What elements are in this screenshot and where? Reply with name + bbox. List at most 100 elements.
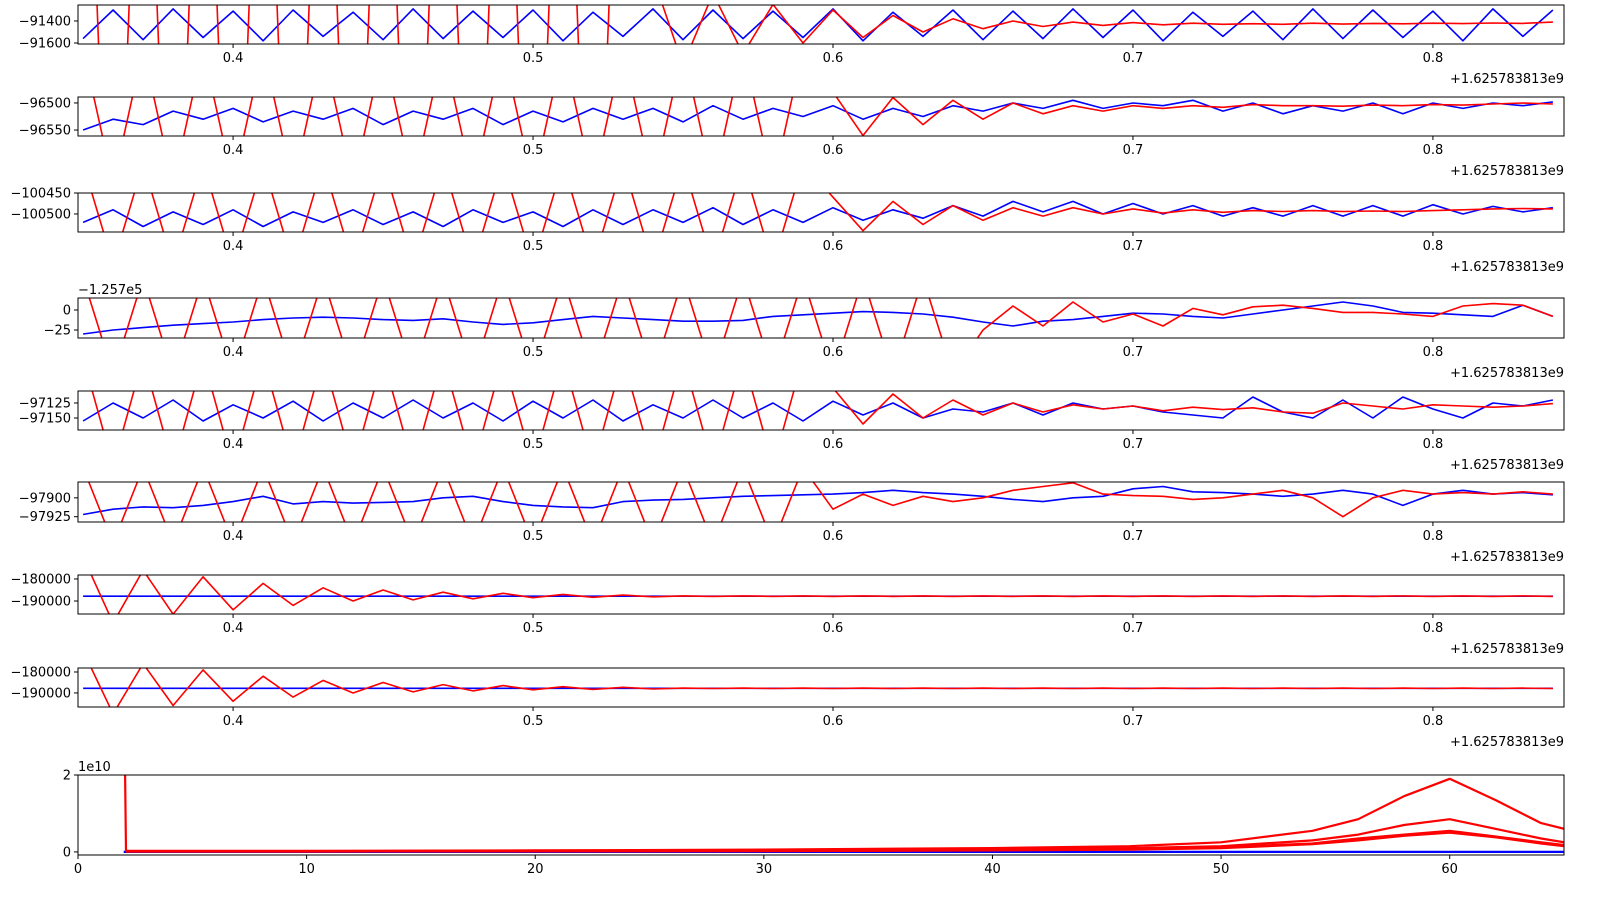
x-tick-label: 0.6	[823, 143, 844, 158]
series-line	[126, 831, 1564, 853]
x-tick-label: 0.4	[223, 437, 244, 452]
axes-frame	[77, 574, 1565, 615]
x-offset-label: +1.625783813e9	[1450, 260, 1564, 275]
x-tick-label: 10	[298, 862, 315, 877]
plot-area	[82, 97, 1554, 136]
x-tick-label: 0.6	[823, 51, 844, 66]
plot-area	[83, 668, 1553, 707]
y-tick-label: −180000	[10, 665, 71, 680]
x-tick-label: 0.4	[223, 621, 244, 636]
x-tick-label: 0.7	[1123, 143, 1144, 158]
series-line	[82, 200, 1554, 228]
x-offset-label: +1.625783813e9	[1450, 735, 1564, 750]
x-tick-label: 0.6	[823, 345, 844, 360]
y-tick-label: −190000	[10, 686, 71, 701]
series-line	[82, 485, 1553, 516]
plot-area	[123, 775, 1564, 853]
y-tick-label: −97150	[19, 412, 71, 427]
x-tick-label: 0.8	[1423, 621, 1444, 636]
x-offset-label: +1.625783813e9	[1450, 164, 1564, 179]
x-tick-label: 0.5	[523, 529, 544, 544]
x-tick-label: 0.5	[523, 437, 544, 452]
y-tick-label: −25	[44, 324, 71, 339]
x-tick-label: 20	[527, 862, 544, 877]
y-offset-label: 1e10	[78, 760, 111, 775]
x-tick-label: 0.5	[523, 143, 544, 158]
series-line	[90, 668, 1553, 707]
x-offset-label: +1.625783813e9	[1450, 72, 1564, 87]
x-tick-label: 0.7	[1123, 714, 1144, 729]
x-tick-label: 0.6	[823, 437, 844, 452]
x-tick-label: 30	[756, 862, 773, 877]
y-tick-label: −100450	[10, 187, 71, 202]
y-tick-label: −97900	[19, 491, 71, 506]
x-tick-label: 0.5	[523, 714, 544, 729]
x-tick-label: 0.5	[523, 51, 544, 66]
x-tick-label: 0.7	[1123, 51, 1144, 66]
x-tick-label: 50	[1213, 862, 1230, 877]
x-tick-label: 0.6	[823, 714, 844, 729]
x-tick-label: 0.7	[1123, 239, 1144, 254]
series-line	[90, 575, 1553, 614]
plot-area	[82, 482, 1553, 522]
x-tick-label: 0.4	[223, 51, 244, 66]
axes-frame	[77, 4, 1565, 45]
y-tick-label: −96550	[19, 124, 71, 139]
series-line	[91, 391, 1553, 430]
x-tick-label: 0.8	[1423, 239, 1444, 254]
series-line	[82, 99, 1554, 131]
plot-area	[82, 298, 1554, 338]
y-tick-label: 2	[63, 769, 71, 784]
x-tick-label: 0.7	[1123, 529, 1144, 544]
x-offset-label: +1.625783813e9	[1450, 366, 1564, 381]
x-offset-label: +1.625783813e9	[1450, 550, 1564, 565]
axes-frame	[77, 297, 1565, 339]
x-tick-label: 0.4	[223, 345, 244, 360]
x-tick-label: 0.4	[223, 714, 244, 729]
y-tick-label: −97125	[19, 397, 71, 412]
x-tick-label: 0.7	[1123, 621, 1144, 636]
x-offset-label: +1.625783813e9	[1450, 458, 1564, 473]
series-line	[87, 482, 1553, 522]
series-line	[82, 396, 1554, 422]
x-tick-label: 0.7	[1123, 437, 1144, 452]
x-tick-label: 0.4	[223, 529, 244, 544]
x-tick-label: 0.6	[823, 621, 844, 636]
x-tick-label: 0	[74, 862, 82, 877]
y-tick-label: −91400	[19, 14, 71, 29]
x-offset-label: +1.625783813e9	[1450, 642, 1564, 657]
x-tick-label: 0.5	[523, 621, 544, 636]
x-tick-label: 0.8	[1423, 143, 1444, 158]
x-tick-label: 0.8	[1423, 345, 1444, 360]
y-tick-label: −91600	[19, 37, 71, 52]
axes-frame	[77, 390, 1565, 431]
series-line	[92, 97, 1553, 136]
x-tick-label: 0.7	[1123, 345, 1144, 360]
x-tick-label: 0.5	[523, 345, 544, 360]
y-tick-label: −180000	[10, 572, 71, 587]
y-tick-label: −97925	[19, 510, 71, 525]
plot-area	[83, 575, 1553, 614]
series-line	[88, 298, 1554, 338]
y-tick-label: −100500	[10, 207, 71, 222]
series-line	[91, 193, 1553, 232]
axes-frame	[77, 774, 1565, 856]
plot-area	[82, 193, 1554, 232]
y-tick-label: 0	[63, 304, 71, 319]
x-tick-label: 0.5	[523, 239, 544, 254]
x-tick-label: 0.8	[1423, 529, 1444, 544]
axes-frame	[77, 667, 1565, 708]
y-tick-label: −190000	[10, 595, 71, 610]
x-tick-label: 0.8	[1423, 714, 1444, 729]
y-tick-label: 0	[63, 845, 71, 860]
axes-frame	[77, 481, 1565, 523]
x-tick-label: 0.6	[823, 239, 844, 254]
x-tick-label: 40	[984, 862, 1001, 877]
x-tick-label: 0.8	[1423, 51, 1444, 66]
x-tick-label: 0.6	[823, 529, 844, 544]
series-line	[82, 301, 1554, 335]
series-line	[96, 5, 1553, 44]
y-offset-label: −1.257e5	[78, 283, 142, 298]
y-tick-label: −96500	[19, 96, 71, 111]
x-tick-label: 60	[1441, 862, 1458, 877]
